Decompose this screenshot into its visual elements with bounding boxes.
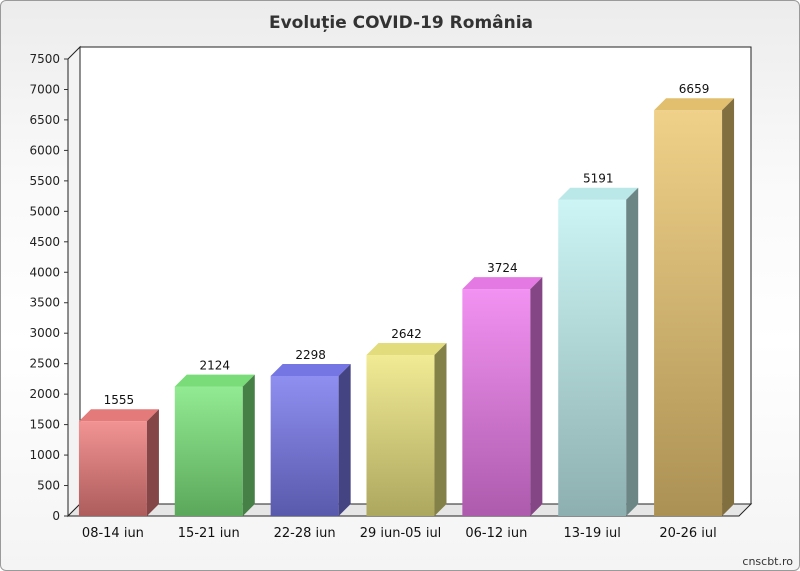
y-tick-label: 4000: [29, 265, 60, 279]
y-tick-label: 5500: [29, 174, 60, 188]
bar-front: [558, 199, 627, 516]
bar-side: [722, 98, 735, 516]
x-tick-label: 22-28 iun: [274, 526, 336, 541]
data-label: 5191: [583, 172, 614, 186]
y-tick-label: 6500: [29, 113, 60, 127]
x-tick-label: 08-14 iun: [82, 526, 144, 541]
y-tick-label: 3000: [29, 326, 60, 340]
y-tick-label: 7000: [29, 82, 60, 96]
y-tick-label: 2000: [29, 387, 60, 401]
data-label: 2642: [391, 327, 422, 341]
data-label: 6659: [679, 82, 710, 96]
bar-side: [530, 277, 543, 516]
y-tick-label: 6000: [29, 143, 60, 157]
bar-top: [270, 363, 351, 376]
bar: [462, 277, 543, 516]
bar: [270, 363, 351, 516]
bar-top: [78, 409, 159, 422]
bar-side: [434, 343, 447, 516]
bar-top: [654, 98, 735, 111]
bar: [558, 187, 639, 516]
bar-top: [462, 277, 543, 290]
bar: [78, 409, 159, 516]
source-credit: cnscbt.ro: [742, 555, 793, 568]
chart-title: Evoluție COVID-19 România: [269, 13, 533, 33]
y-tick-label: 0: [52, 509, 60, 523]
bar-front: [174, 386, 243, 516]
x-tick-label: 06-12 iun: [465, 526, 527, 541]
data-label: 3724: [487, 261, 518, 275]
plot-area: 0 500 1000 1500 2000 2500 3000 3500 4000 4500 5000…: [29, 45, 753, 541]
x-tick-label: 15-21 iun: [178, 526, 240, 541]
bar-front: [654, 110, 723, 516]
bar-top: [174, 374, 255, 387]
bar-front: [78, 421, 147, 516]
y-tick-label: 1500: [29, 418, 60, 432]
y-tick-label: 3500: [29, 296, 60, 310]
bar-side: [242, 374, 255, 516]
y-tick-label: 2500: [29, 357, 60, 371]
bar-top: [558, 187, 639, 200]
x-tick-label: 29 iun-05 iul: [360, 526, 442, 541]
bar: [654, 98, 735, 516]
bar-side: [146, 409, 159, 516]
data-label: 2124: [200, 359, 231, 373]
y-tick-label: 5000: [29, 204, 60, 218]
y-tick-label: 1000: [29, 448, 60, 462]
data-label: 2298: [295, 348, 326, 362]
bar-top: [366, 343, 447, 356]
x-tick-label: 20-26 iul: [659, 526, 716, 541]
data-label: 1555: [104, 393, 135, 407]
left-wall: [67, 45, 81, 518]
bar: [366, 343, 447, 516]
bar-front: [270, 375, 339, 516]
x-tick-label: 13-19 iul: [564, 526, 621, 541]
bar-front: [462, 289, 531, 516]
y-tick-label: 7500: [29, 52, 60, 66]
bar-side: [338, 363, 351, 516]
y-tick-label: 500: [37, 479, 60, 493]
bar: [174, 374, 255, 516]
y-tick-label: 4500: [29, 235, 60, 249]
bar-side: [626, 187, 639, 516]
bar-front: [366, 355, 435, 516]
